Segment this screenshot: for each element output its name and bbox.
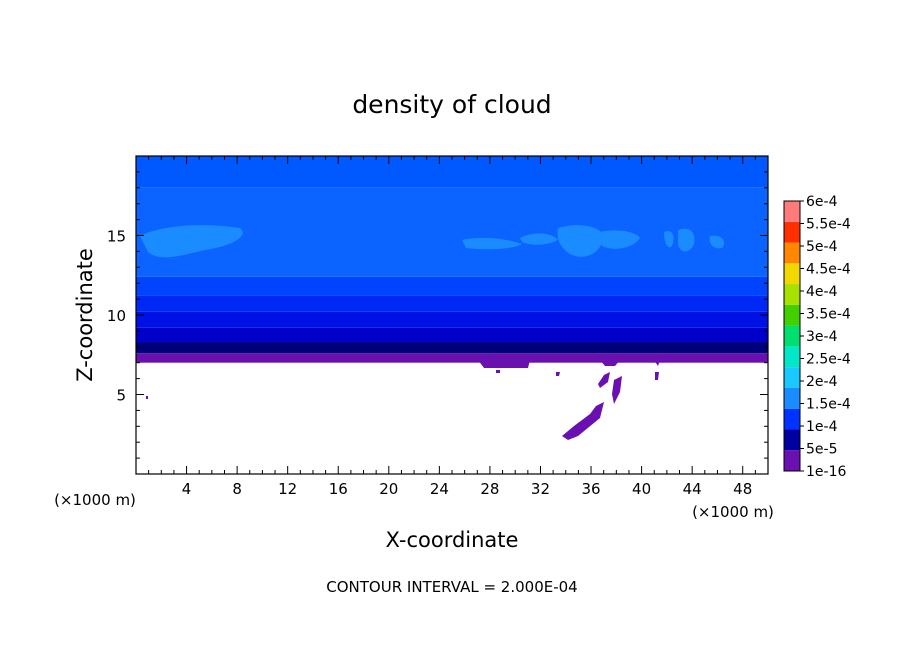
colorbar-label-9: 4.5e-4 — [806, 262, 851, 278]
x-tick-label-4: 4 — [182, 480, 192, 498]
y-axis-label: Z-coordinate — [73, 248, 97, 382]
x-axis-label: X-coordinate — [386, 528, 519, 552]
colorbar-segment-2 — [784, 408, 800, 430]
x-tick-label-16: 16 — [329, 480, 348, 498]
colorbar-segment-7 — [784, 304, 800, 326]
colorbar-label-3: 1.5e-4 — [806, 397, 851, 413]
colorbar-segment-8 — [784, 284, 800, 305]
x-tick-label-28: 28 — [480, 480, 499, 498]
contour-region-0 — [140, 225, 243, 258]
y-tick-label-15: 15 — [107, 228, 126, 246]
colorbar-label-12: 6e-4 — [806, 194, 838, 210]
contour-region-5 — [664, 230, 674, 248]
x-tick-label-20: 20 — [379, 480, 398, 498]
colorbar-label-7: 3.5e-4 — [806, 307, 851, 323]
cloud-patch-6 — [612, 376, 622, 404]
colorbar-label-0: 1e-16 — [806, 464, 846, 480]
contour-band-5 — [136, 276, 768, 296]
x-unit-label: (×1000 m) — [692, 503, 774, 521]
contour-band-1 — [136, 342, 768, 354]
colorbar-segment-5 — [784, 346, 800, 368]
cloud-patch-7 — [562, 402, 604, 440]
cloud-patch-5 — [598, 372, 610, 388]
colorbar-segment-4 — [784, 367, 800, 388]
chart-title: density of cloud — [352, 90, 551, 119]
colorbar-segment-12 — [784, 201, 800, 222]
cloud-patch-0 — [478, 360, 530, 368]
cloud-patch-4 — [556, 372, 560, 376]
cloud-patch-3 — [654, 360, 660, 366]
contour-region-7 — [709, 235, 725, 249]
cloud-patch-2 — [600, 360, 620, 366]
contour-region-2 — [520, 233, 558, 245]
plot-area — [135, 155, 769, 475]
cloud-patch-1 — [496, 370, 500, 373]
x-axis: 4 8 12 16 20 24 28 32 36 40 44 48 — [148, 156, 756, 498]
y-unit-label: (×1000 m) — [54, 491, 136, 509]
contour-band-7 — [136, 156, 768, 188]
x-tick-label-48: 48 — [733, 480, 752, 498]
x-tick-label-36: 36 — [581, 480, 600, 498]
contour-band-2 — [136, 327, 768, 343]
y-tick-label-10: 10 — [107, 307, 126, 325]
contour-interval-note: CONTOUR INTERVAL = 2.000E-04 — [326, 578, 577, 596]
colorbar-label-8: 4e-4 — [806, 284, 838, 300]
colorbar-segment-11 — [784, 221, 800, 243]
colorbar-segment-0 — [784, 450, 800, 471]
colorbar: 1e-16 5e-5 1e-4 1.5e-4 2e-4 2.5e-4 3e-4 3.5e-4 4… — [783, 194, 851, 480]
contour-band-0 — [136, 353, 768, 363]
colorbar-segment-3 — [784, 387, 800, 409]
x-tick-label-32: 32 — [531, 480, 550, 498]
y-axis: 5 10 15 — [107, 171, 768, 459]
cloud-patch-8 — [655, 372, 659, 380]
y-tick-label-5: 5 — [116, 387, 126, 405]
colorbar-label-1: 5e-5 — [806, 442, 837, 458]
colorbar-segment-6 — [784, 325, 800, 347]
x-tick-label-40: 40 — [632, 480, 651, 498]
cloud-patch-9 — [146, 396, 148, 399]
x-tick-label-24: 24 — [430, 480, 449, 498]
contour-band-3 — [136, 311, 768, 328]
colorbar-label-6: 3e-4 — [806, 329, 838, 345]
contour-region-1 — [462, 237, 522, 250]
contour-region-6 — [678, 228, 695, 252]
x-tick-label-12: 12 — [278, 480, 297, 498]
x-tick-label-8: 8 — [232, 480, 242, 498]
colorbar-segment-1 — [784, 429, 800, 451]
contour-band-4 — [136, 295, 768, 312]
colorbar-label-2: 1e-4 — [806, 419, 838, 435]
x-tick-label-44: 44 — [683, 480, 702, 498]
contour-region-4 — [600, 230, 640, 249]
colorbar-label-5: 2.5e-4 — [806, 352, 851, 368]
colorbar-label-11: 5.5e-4 — [806, 217, 851, 233]
colorbar-segment-9 — [784, 263, 800, 285]
colorbar-label-4: 2e-4 — [806, 374, 838, 390]
contour-region-3 — [557, 225, 604, 257]
colorbar-label-10: 5e-4 — [806, 239, 838, 255]
colorbar-segment-10 — [784, 242, 800, 264]
